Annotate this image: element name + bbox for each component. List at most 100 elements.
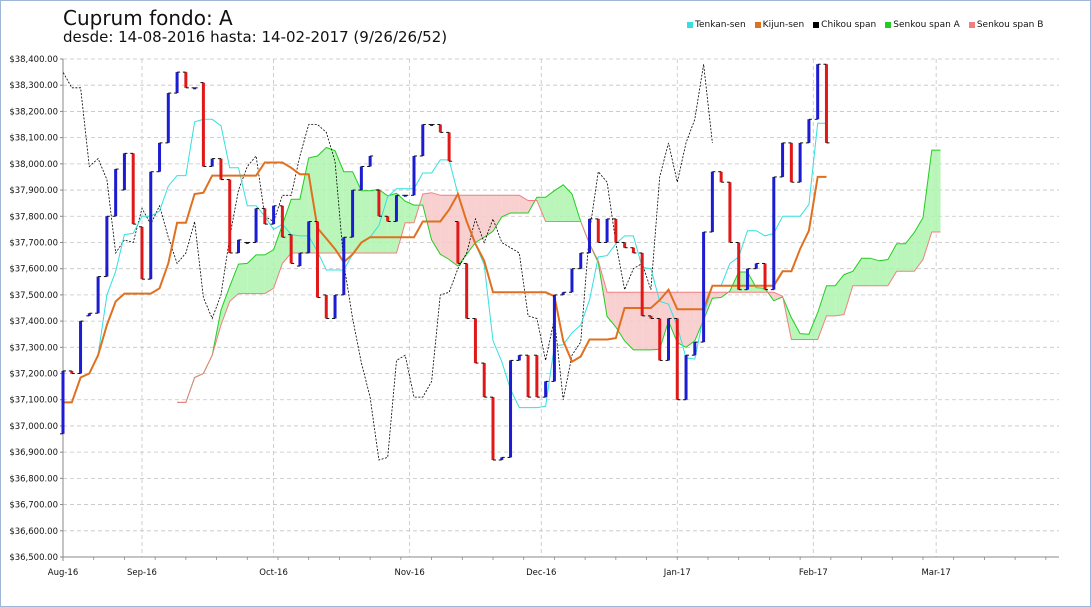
- cloud-segment: [563, 184, 572, 222]
- cloud-segment: [896, 243, 906, 272]
- y-tick-label: $38,100.00: [9, 134, 58, 144]
- cloud-segment: [852, 258, 862, 286]
- x-tick-label: Sep-16: [127, 568, 157, 578]
- cloud-segment: [879, 259, 888, 286]
- cloud-segment: [642, 292, 651, 350]
- cloud-segment: [835, 274, 845, 316]
- cloud-segment: [492, 195, 502, 232]
- y-tick-label: $38,200.00: [9, 107, 58, 117]
- y-tick-label: $36,900.00: [9, 448, 58, 458]
- y-tick-label: $36,600.00: [9, 527, 58, 537]
- cloud-segment: [229, 264, 239, 302]
- cloud-segment: [317, 147, 327, 253]
- y-tick-label: $38,400.00: [9, 55, 58, 65]
- legend-item-tenkan: Tenkan-sen: [687, 20, 746, 30]
- y-tick-label: $37,800.00: [9, 212, 58, 222]
- grid-group: [62, 58, 1059, 558]
- x-tick-label: Aug-16: [48, 568, 78, 578]
- series-group: [63, 64, 941, 461]
- y-tick-label: $37,200.00: [9, 370, 58, 380]
- cloud-segment: [335, 150, 344, 253]
- cloud-segment: [826, 285, 836, 316]
- cloud-segment: [861, 258, 871, 286]
- cloud-segment: [686, 292, 695, 348]
- cloud-segment: [817, 285, 827, 340]
- cloud-segment: [449, 195, 458, 267]
- kijun-sen-line: [63, 161, 827, 404]
- cloud-segment: [800, 333, 809, 340]
- cloud-segment: [343, 171, 353, 253]
- legend-item-kijun: Kijun-sen: [754, 20, 804, 30]
- x-tick-label: Dec-16: [526, 568, 556, 578]
- cloud-segment: [273, 224, 283, 289]
- cloud-segment: [405, 201, 415, 223]
- cloud-segment: [791, 317, 801, 340]
- y-tick-label: $36,500.00: [9, 553, 58, 563]
- cloud-segment: [475, 195, 485, 243]
- cloud-segment: [422, 192, 432, 240]
- legend-swatch-senkou-a: [885, 22, 892, 28]
- y-tick-label: $37,400.00: [9, 317, 58, 327]
- cloud-segment: [931, 150, 941, 232]
- cloud-segment: [440, 195, 450, 260]
- x-tick-label: Feb-17: [799, 568, 828, 578]
- cloud-segment: [922, 150, 932, 260]
- cloud-segment: [905, 232, 915, 272]
- cloud-segment: [361, 190, 371, 253]
- cloud-segment: [264, 249, 274, 294]
- legend-label-chikou: Chikou span: [821, 20, 877, 30]
- legend-swatch-senkou-b: [968, 22, 975, 28]
- chart-legend: Tenkan-sen Kijun-sen Chikou span Senkou …: [687, 20, 1043, 30]
- cloud-segment: [914, 217, 923, 272]
- tenkan-sen-line: [63, 118, 827, 409]
- y-tick-label: $38,300.00: [9, 81, 58, 91]
- cloud-segment: [247, 254, 257, 294]
- cloud-segment: [220, 286, 230, 326]
- cloud-segment: [291, 199, 300, 253]
- legend-label-tenkan: Tenkan-sen: [695, 20, 746, 30]
- legend-label-senkou-a: Senkou span A: [893, 20, 960, 30]
- y-tick-label: $37,000.00: [9, 422, 58, 432]
- cloud-segment: [282, 199, 292, 264]
- cloud-segment: [554, 184, 564, 222]
- cloud-segment: [326, 147, 336, 253]
- cloud-segment: [501, 195, 511, 217]
- x-tick-label: Mar-17: [921, 568, 950, 578]
- y-tick-label: $37,600.00: [9, 265, 58, 275]
- cloud-segment: [738, 271, 748, 293]
- legend-label-senkou-b: Senkou span B: [976, 20, 1044, 30]
- cloud-segment: [510, 195, 520, 213]
- y-tick-label: $37,700.00: [9, 238, 58, 248]
- chart-subtitle: desde: 14-08-2016 hasta: 14-02-2017 (9/2…: [63, 28, 448, 46]
- y-tick-label: $36,800.00: [9, 474, 58, 484]
- cloud-segment: [352, 171, 362, 253]
- legend-item-chikou: Chikou span: [813, 20, 876, 30]
- cloud-segment: [773, 292, 783, 301]
- cloud-segment: [607, 292, 616, 328]
- cloud-segment: [299, 157, 309, 253]
- y-tick-label: $38,000.00: [9, 160, 58, 170]
- cloud-segment: [712, 292, 722, 299]
- cloud-segment: [747, 271, 757, 293]
- x-tick-label: Oct-16: [259, 568, 288, 578]
- cloud-segment: [887, 243, 897, 286]
- cloud-segment: [694, 292, 704, 341]
- y-tick-label: $37,100.00: [9, 396, 58, 406]
- legend-swatch-chikou: [813, 22, 820, 28]
- legend-swatch-tenkan: [687, 22, 693, 28]
- cloud-segment: [238, 263, 248, 294]
- cloud-segment: [659, 292, 669, 350]
- cloud-segment: [256, 254, 265, 294]
- legend-swatch-kijun: [754, 22, 761, 28]
- y-tick-label: $37,500.00: [9, 291, 58, 301]
- senkou-span-a-line: [177, 146, 941, 403]
- y-tick-label: $36,700.00: [9, 501, 58, 511]
- cloud-segment: [484, 195, 493, 238]
- cloud-segment: [703, 292, 713, 320]
- legend-item-senkou-a: Senkou span A: [885, 20, 960, 30]
- candles-group: [60, 63, 830, 461]
- cloud-segment: [870, 258, 880, 286]
- x-tick-label: Jan-17: [663, 568, 691, 578]
